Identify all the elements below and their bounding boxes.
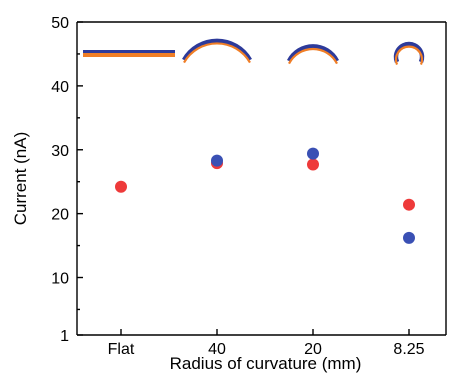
data-point-series-1 [403,198,415,211]
y-tick-label: 50 [51,15,69,32]
y-tick-label: 10 [51,271,69,288]
flat-strip-outer [83,50,175,53]
data-point-series-2 [403,231,415,244]
data-point-series-2 [307,147,319,160]
tight-arc-inner [394,45,424,66]
flat-strip-inner [83,53,175,57]
y-tick-label: 40 [51,79,69,96]
data-point-series-1 [115,180,127,193]
x-tick-label: 20 [304,341,322,358]
x-tick-label: 8.25 [393,341,424,358]
y-ticks: 1 10 20 30 40 50 [51,15,83,345]
medium-arc-inner [288,47,338,65]
data-point-series-2 [211,154,223,167]
y-tick-label: 20 [51,207,69,224]
shallow-arc-outer [182,38,252,62]
x-ticks: Flat 40 20 8.25 [108,329,425,358]
y-tick-label: 30 [51,143,69,160]
x-axis-title: Radius of curvature (mm) [170,354,362,373]
y-axis-title: Current (nA) [11,132,30,226]
plot-area [76,21,447,336]
data-point-series-1 [307,158,319,171]
x-tick-label: Flat [108,341,135,358]
data-points [115,147,415,244]
y-tick-label: 1 [60,328,69,345]
shallow-arc-inner [183,42,251,64]
curvature-insets [83,38,425,66]
medium-arc-outer [287,44,339,63]
x-tick-label: 40 [208,341,226,358]
